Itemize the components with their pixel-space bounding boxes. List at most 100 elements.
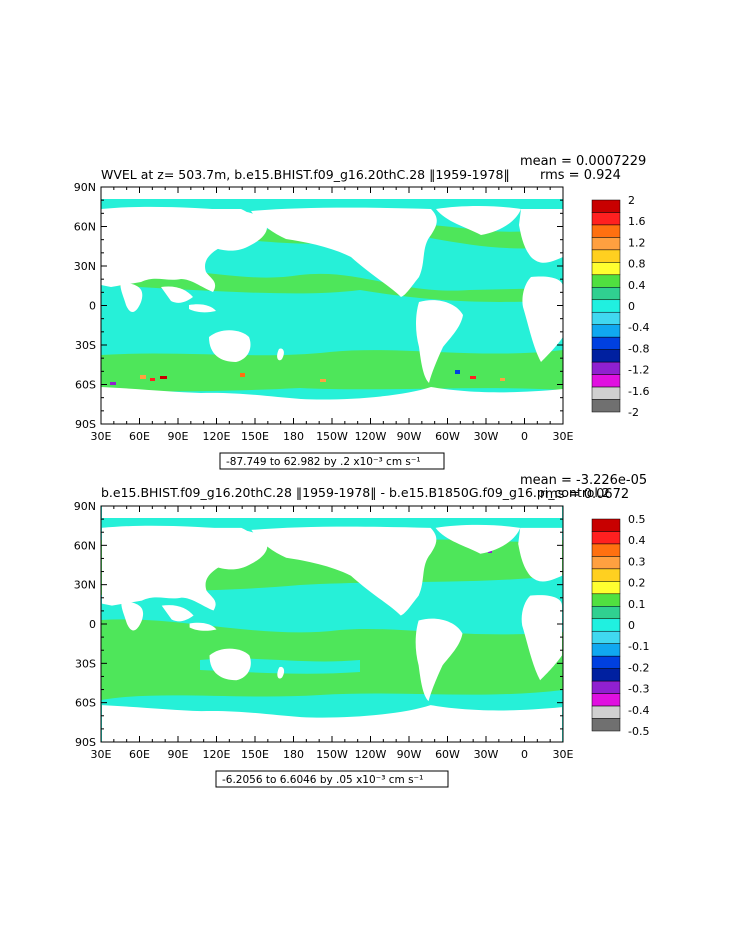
colorbar-swatch — [591, 386, 621, 400]
panel-1-info-box — [219, 452, 445, 470]
panel-1-rms: rms = 0.924 — [540, 168, 621, 183]
colorbar-swatch — [591, 249, 621, 263]
panel-2-info-box — [215, 770, 449, 788]
colorbar-label: -1.2 — [628, 364, 649, 377]
lon-label: 30E — [91, 430, 112, 443]
colorbar-swatch — [591, 543, 621, 557]
colorbar-label: 0.4 — [628, 534, 646, 547]
lon-label: 120E — [203, 430, 231, 443]
lat-label: 90S — [75, 736, 96, 749]
colorbar-label: 0 — [628, 300, 635, 313]
colorbar-label: -0.4 — [628, 704, 649, 717]
lon-label: 0 — [521, 430, 528, 443]
lon-label: 150E — [241, 748, 269, 761]
lon-label: 120E — [203, 748, 231, 761]
lon-label: 90W — [397, 430, 422, 443]
lat-label: 30S — [75, 339, 96, 352]
colorbar-label: -0.4 — [628, 321, 649, 334]
colorbar-swatch — [591, 361, 621, 375]
lat-label: 60S — [75, 379, 96, 392]
lon-label: 120W — [355, 748, 387, 761]
lon-label: 30W — [474, 748, 499, 761]
colorbar-label: 2 — [628, 194, 635, 207]
colorbar-label: 0.2 — [628, 577, 646, 590]
lat-label: 30N — [74, 579, 96, 592]
colorbar-swatch — [591, 262, 621, 276]
lon-label: 30W — [474, 430, 499, 443]
map-field-1 — [101, 187, 563, 424]
colorbar-swatch — [591, 374, 621, 388]
colorbar-label: 0.3 — [628, 555, 646, 568]
colorbar-swatch — [591, 593, 621, 607]
colorbar-swatch — [591, 568, 621, 582]
lon-label: 30E — [553, 748, 574, 761]
lat-label: 90N — [74, 181, 96, 194]
panel-1-info: -87.749 to 62.982 by .2 x10⁻³ cm s⁻¹ — [226, 456, 421, 468]
lon-label: 180 — [283, 748, 304, 761]
colorbar-label: 0 — [628, 619, 635, 632]
colorbar-swatch — [591, 718, 621, 732]
colorbar-swatch — [591, 705, 621, 719]
colorbar-2: 0.5 0.4 0.3 0.2 0.1 0 -0.1 -0.2 -0.3 -0.4 -0.5 — [591, 513, 649, 738]
colorbar-swatch — [591, 224, 621, 238]
lon-label: 0 — [521, 748, 528, 761]
lat-label: 30S — [75, 657, 96, 670]
colorbar-label: 0.8 — [628, 258, 646, 271]
colorbar-label: -0.3 — [628, 683, 649, 696]
colorbar-swatch — [591, 324, 621, 338]
colorbar-swatch — [591, 299, 621, 313]
colorbar-label: 0.1 — [628, 598, 646, 611]
colorbar-swatch — [591, 274, 621, 288]
colorbar-swatch — [591, 349, 621, 363]
lon-label: 60E — [129, 748, 150, 761]
lon-label: 60E — [129, 430, 150, 443]
lon-label: 90E — [168, 748, 189, 761]
colorbar-swatch — [591, 693, 621, 707]
colorbar-label: -0.2 — [628, 661, 649, 674]
lat-label: 60N — [74, 221, 96, 234]
lat-label: 90N — [74, 500, 96, 513]
lon-label: 120W — [355, 430, 387, 443]
colorbar-label: 1.2 — [628, 236, 646, 249]
lat-label: 0 — [89, 300, 96, 313]
colorbar-swatch — [591, 630, 621, 644]
colorbar-label: 0.4 — [628, 279, 646, 292]
colorbar-swatch — [591, 556, 621, 570]
colorbar-swatch — [591, 287, 621, 301]
colorbar-swatch — [591, 199, 621, 213]
lon-label: 30E — [91, 748, 112, 761]
lon-label: 150E — [241, 430, 269, 443]
lon-label: 180 — [283, 430, 304, 443]
lon-label: 150W — [316, 430, 348, 443]
lat-label: 30N — [74, 260, 96, 273]
colorbar-swatch — [591, 618, 621, 632]
panel-2-title: b.e15.BHIST.f09_g16.20thC.28 ‖1959-1978‖… — [101, 485, 610, 500]
panel-2-info: -6.2056 to 6.6046 by .05 x10⁻³ cm s⁻¹ — [222, 774, 423, 786]
colorbar-label: -0.1 — [628, 640, 649, 653]
lon-label: 60W — [435, 748, 460, 761]
colorbar-swatch — [591, 336, 621, 350]
lat-label: 60N — [74, 539, 96, 552]
panel-1-mean: mean = 0.0007229 — [520, 154, 646, 169]
lat-label: 90S — [75, 418, 96, 431]
colorbar-swatch — [591, 668, 621, 682]
colorbar-swatch — [591, 399, 621, 413]
colorbar-label: -0.8 — [628, 342, 649, 355]
lat-label: 0 — [89, 618, 96, 631]
colorbar-swatch — [591, 237, 621, 251]
colorbar-label: -1.6 — [628, 385, 649, 398]
colorbar-label: 0.5 — [628, 513, 646, 526]
panel-2-rms: rms = 0.0672 — [540, 487, 629, 502]
colorbar-swatch — [591, 531, 621, 545]
lon-label: 30E — [553, 430, 574, 443]
colorbar-label: -0.5 — [628, 725, 649, 738]
lon-label: 90W — [397, 748, 422, 761]
colorbar-swatch — [591, 581, 621, 595]
lat-label: 60S — [75, 697, 96, 710]
lon-label: 90E — [168, 430, 189, 443]
panel-2-mean: mean = -3.226e-05 — [520, 473, 647, 488]
